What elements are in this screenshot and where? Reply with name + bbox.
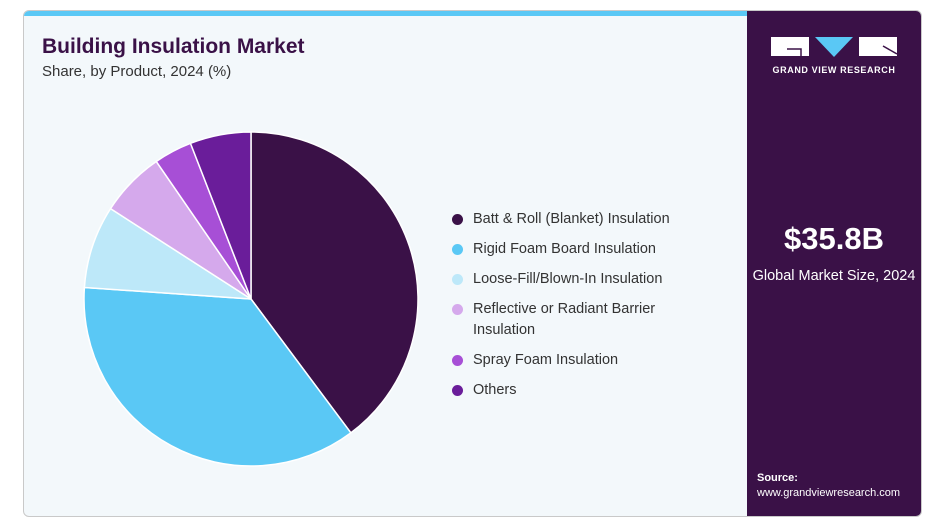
legend-item: Loose-Fill/Blown-In Insulation bbox=[452, 269, 732, 290]
pie-chart bbox=[83, 131, 419, 467]
info-panel: GRAND VIEW RESEARCH $35.8B Global Market… bbox=[747, 11, 921, 516]
legend-label: Others bbox=[473, 382, 517, 398]
pie-slice-5 bbox=[189, 131, 252, 300]
legend-swatch bbox=[452, 244, 463, 255]
legend-label: Reflective or Radiant Barrier Insulation bbox=[473, 301, 656, 338]
legend-swatch bbox=[452, 214, 463, 225]
chart-title: Building Insulation Market bbox=[42, 35, 305, 58]
legend-label: Rigid Foam Board Insulation bbox=[473, 241, 656, 257]
legend-label: Spray Foam Insulation bbox=[473, 352, 619, 368]
legend-swatch bbox=[452, 274, 463, 285]
source-url[interactable]: www.grandviewresearch.com bbox=[757, 487, 901, 499]
legend-item: Reflective or Radiant Barrier Insulation bbox=[452, 299, 732, 341]
source-label: Source: bbox=[757, 472, 798, 484]
brand-name: GRAND VIEW RESEARCH bbox=[772, 65, 896, 75]
legend: Batt & Roll (Blanket) Insulation Rigid Fo… bbox=[452, 209, 732, 410]
legend-swatch bbox=[452, 385, 463, 396]
accent-bar bbox=[24, 11, 747, 16]
chart-card: Building Insulation Market Share, by Pro… bbox=[23, 10, 922, 517]
chart-subtitle: Share, by Product, 2024 (%) bbox=[42, 63, 232, 80]
pie-slice-0 bbox=[250, 131, 419, 434]
legend-item: Batt & Roll (Blanket) Insulation bbox=[452, 209, 732, 230]
market-size-value: $35.8B bbox=[784, 221, 884, 256]
pie-slice-1 bbox=[83, 286, 352, 467]
grand-view-research-logo bbox=[771, 37, 897, 57]
source: Source: www.grandviewresearch.com bbox=[757, 471, 900, 501]
legend-swatch bbox=[452, 355, 463, 366]
legend-label: Batt & Roll (Blanket) Insulation bbox=[473, 211, 670, 227]
legend-item: Others bbox=[452, 380, 732, 401]
legend-item: Rigid Foam Board Insulation bbox=[452, 239, 732, 260]
market-size-label: Global Market Size, 2024 bbox=[752, 268, 916, 284]
legend-item: Spray Foam Insulation bbox=[452, 350, 732, 371]
legend-label: Loose-Fill/Blown-In Insulation bbox=[473, 271, 663, 287]
legend-swatch bbox=[452, 304, 463, 315]
